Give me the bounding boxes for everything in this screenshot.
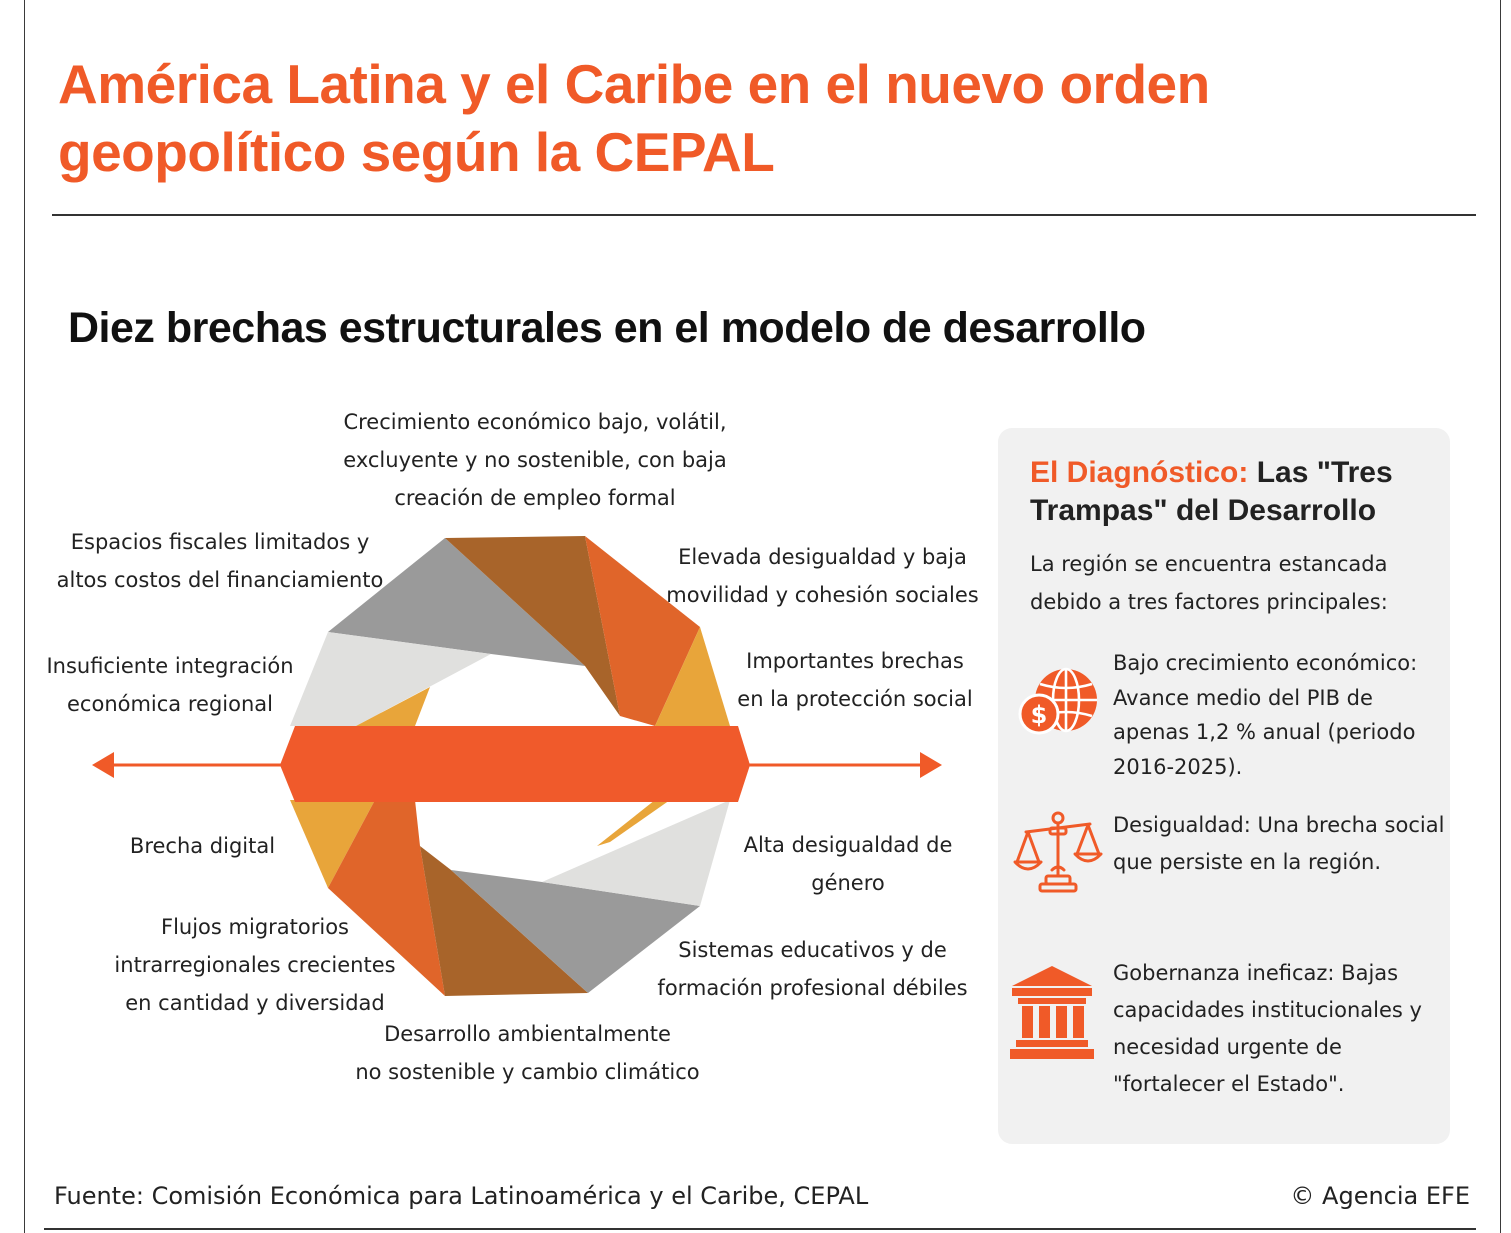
gap-label-environment: Desarrollo ambientalmente no sostenible y… xyxy=(355,1022,700,1084)
government-building-icon xyxy=(1010,966,1094,1059)
panel-title-highlight: El Diagnóstico: xyxy=(1030,456,1249,489)
gap-label-digital: Brecha digital xyxy=(129,834,276,858)
segment-inequality xyxy=(585,536,700,726)
central-band xyxy=(280,726,750,802)
gap-label-education: Sistemas educativos y de formación profes… xyxy=(657,938,968,1000)
gap-label-inequality: Elevada desigualdad y baja movilidad y co… xyxy=(666,545,979,607)
gap-label-gender: Alta desigualdad de género xyxy=(743,833,953,895)
segment-education xyxy=(451,870,700,993)
arrow-head-left xyxy=(92,752,114,778)
segment-protection xyxy=(655,627,730,726)
panel-title-rest: Las "Tres Trampas" del Desarrollo xyxy=(1030,456,1393,527)
segment-gender xyxy=(542,800,730,906)
segment-integration xyxy=(290,632,491,726)
factor-inequality: Desigualdad: Una brecha social que persi… xyxy=(1113,813,1445,874)
gap-label-migration: Flujos migratorios intrarregionales creci… xyxy=(114,915,396,1015)
factor-ineffective-governance: Gobernanza ineficaz: Bajas capacidades i… xyxy=(1113,961,1422,1096)
segment-fiscal xyxy=(328,538,585,666)
source-note: Fuente: Comisión Económica para Latinoam… xyxy=(54,1182,869,1210)
segment-environment xyxy=(420,846,588,996)
gap-label-integration: Insuficiente integración económica region… xyxy=(46,654,294,716)
segment-growth xyxy=(445,536,620,716)
gaps-octagon-diagram xyxy=(92,536,942,996)
arrow-head-right xyxy=(920,752,942,778)
frame-left-border xyxy=(24,0,25,1233)
panel-title: El Diagnóstico: Las "Tres Trampas" del D… xyxy=(1030,454,1440,530)
panel-intro: La región se encuentra estancada debido … xyxy=(1030,552,1388,614)
title-divider xyxy=(52,214,1476,216)
page-title: América Latina y el Caribe en el nuevo o… xyxy=(58,53,1210,183)
globe-dollar-icon: $ xyxy=(1018,667,1097,735)
segment-gender-accent xyxy=(597,800,670,846)
footer-divider xyxy=(44,1228,1476,1230)
gap-label-growth: Crecimiento económico bajo, volátil, excl… xyxy=(343,410,727,510)
svg-text:$: $ xyxy=(1031,701,1048,729)
segment-digital xyxy=(290,800,375,888)
gap-label-social-protection: Importantes brechas en la protección soci… xyxy=(737,649,973,711)
credit-note: © Agencia EFE xyxy=(1290,1182,1470,1210)
frame-right-border xyxy=(1500,0,1501,1233)
segment-integration-accent xyxy=(356,687,430,726)
scales-icon xyxy=(1013,811,1103,893)
segment-migration xyxy=(328,800,445,996)
diagram-subtitle: Diez brechas estructurales en el modelo … xyxy=(68,304,1146,352)
gap-label-fiscal: Espacios fiscales limitados y altos costo… xyxy=(56,530,384,592)
factor-low-growth: Bajo crecimiento económico: Avance medio… xyxy=(1113,651,1418,779)
